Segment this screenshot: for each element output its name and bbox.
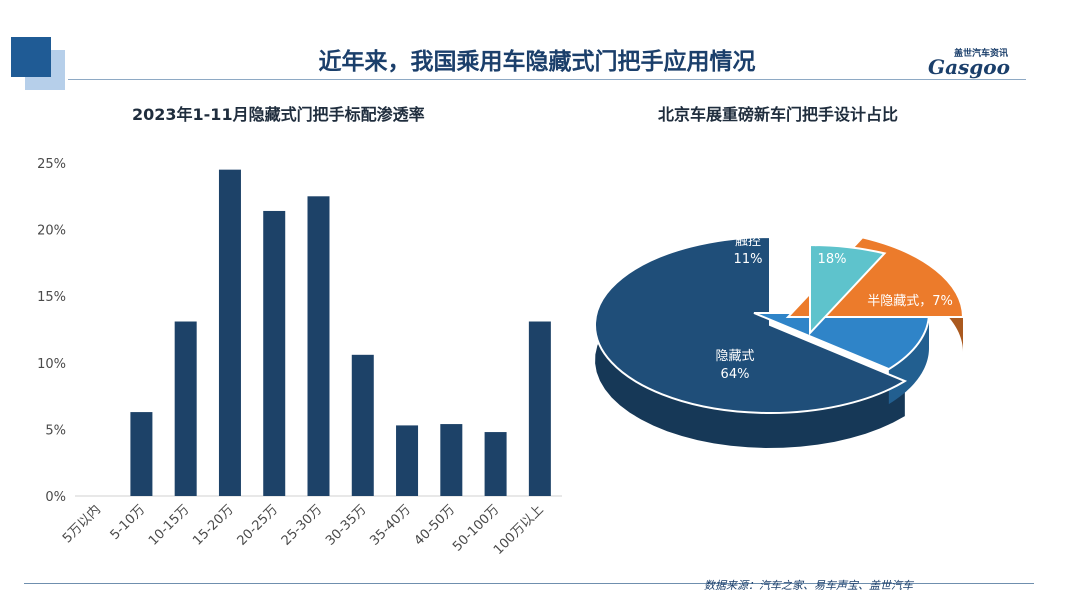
y-tick-label: 15%: [37, 290, 66, 305]
title-divider: [68, 79, 1026, 80]
brand-tagline: 盖世汽车资讯: [954, 49, 1009, 59]
y-tick-label: 5%: [45, 423, 66, 438]
x-tick-label: 30-35万: [323, 502, 370, 549]
decor-square-dark: [11, 37, 51, 77]
x-tick-label: 5-10万: [108, 502, 149, 543]
bar: [351, 354, 374, 496]
bar: [307, 196, 330, 497]
x-tick-label: 25-30万: [279, 502, 326, 549]
bar-chart-title: 2023年1-11月隐藏式门把手标配渗透率: [132, 105, 425, 124]
bar: [528, 321, 551, 496]
y-tick-label: 0%: [45, 490, 66, 505]
pie-label: 隐藏式: [715, 349, 754, 364]
y-tick-label: 20%: [37, 224, 66, 239]
pie-value-label: 11%: [734, 252, 763, 267]
pie-label: 机械式: [812, 234, 851, 249]
x-tick-label: 35-40万: [367, 502, 414, 549]
pie-chart-title: 北京车展重磅新车门把手设计占比: [658, 105, 899, 124]
bar: [174, 321, 197, 496]
pie-chart: 隐藏式 64% 触控 11% 机械式 18% 半隐藏式，7%: [594, 234, 965, 448]
bar: [263, 210, 286, 496]
pie-label: 触控: [735, 234, 761, 249]
bar: [440, 424, 463, 496]
pie-slice: [809, 243, 887, 336]
x-tick-label: 15-20万: [190, 502, 237, 549]
footer-divider: [24, 583, 1034, 584]
pie-value-label: 18%: [818, 252, 847, 267]
x-tick-label: 5万以内: [59, 502, 104, 547]
brand-wordmark: Gasgoo: [928, 55, 1010, 79]
y-tick-label: 25%: [37, 157, 66, 172]
bar: [484, 432, 507, 496]
bar: [130, 412, 153, 496]
pie-label: 半隐藏式，7%: [867, 294, 953, 309]
x-tick-label: 20-25万: [235, 502, 282, 549]
data-source: 数据来源：汽车之家、易车声宝、盖世汽车: [704, 579, 913, 592]
bar: [396, 425, 419, 496]
x-tick-label: 10-15万: [146, 502, 193, 549]
bar-chart: 0% 5% 10% 15% 20% 25% 5万以内 5-10万10-15万15-20万20-…: [37, 157, 562, 558]
y-tick-label: 10%: [37, 357, 66, 372]
pie-slice: [594, 235, 908, 414]
pie-value-label: 64%: [721, 367, 750, 382]
bar: [218, 169, 241, 496]
page-title: 近年来，我国乘用车隐藏式门把手应用情况: [318, 49, 756, 75]
pie-slice-side: [595, 237, 905, 448]
brand-logo: 盖世汽车资讯 Gasgoo: [924, 46, 1034, 80]
